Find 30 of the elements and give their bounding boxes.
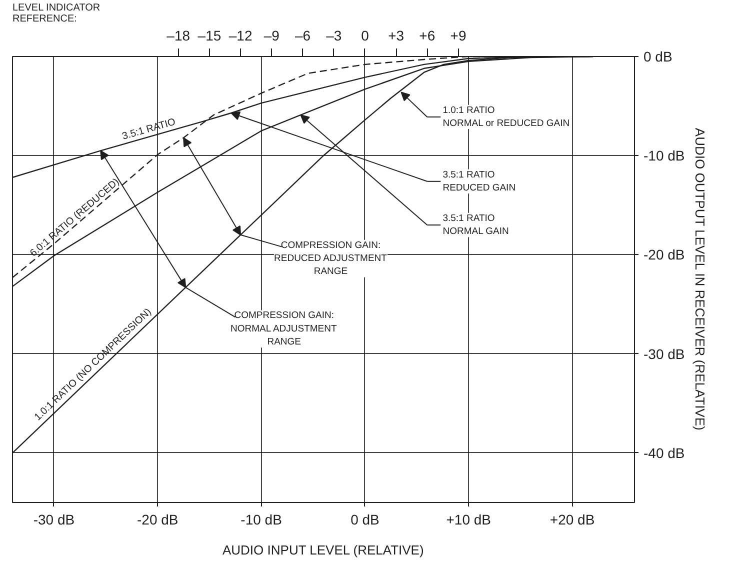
- x2-tick-label: 0: [361, 28, 370, 44]
- annotation: 3.5:1 RATIO NORMAL GAIN: [442, 212, 510, 238]
- x2-tick-label: +6: [419, 28, 436, 44]
- x-tick-label: -30 dB: [33, 512, 75, 528]
- y-tick-label: -30 dB: [644, 346, 685, 362]
- y-tick-label: 0 dB: [644, 48, 672, 64]
- x2-tick-label: –9: [264, 28, 280, 44]
- x2-tick-label: –18: [166, 28, 190, 44]
- text: 3.5:1 RATIO: [121, 116, 178, 142]
- y-axis-title: AUDIO OUTPUT LEVEL IN RECEIVER (RELATIVE): [692, 128, 708, 430]
- y-tick-label: -10 dB: [644, 148, 685, 164]
- x-tick-label: +10 dB: [446, 512, 492, 528]
- annotation: 3.5:1 RATIO REDUCED GAIN: [442, 169, 516, 194]
- x2-tick-label: +9: [450, 28, 466, 44]
- annotation: COMPRESSION GAIN: NORMAL ADJUSTMENT RANGE: [230, 310, 337, 348]
- x-tick-label: -20 dB: [137, 512, 178, 528]
- x2-tick-label: +3: [388, 28, 404, 44]
- x-axis-title: AUDIO INPUT LEVEL (RELATIVE): [222, 542, 424, 558]
- x-tick-label: 0 dB: [350, 512, 380, 528]
- x2-axis-title: LEVEL INDICATOR REFERENCE:: [12, 2, 100, 24]
- x-tick-label: -10 dB: [240, 512, 282, 528]
- x2-tick-label: –12: [228, 28, 252, 44]
- annotation: COMPRESSION GAIN: REDUCED ADJUSTMENT RANGE: [274, 240, 388, 278]
- annotation: 1.0:1 RATIO NORMAL or REDUCED GAIN: [442, 104, 570, 130]
- y-tick-label: -40 dB: [644, 444, 685, 461]
- x2-tick-label: –3: [326, 28, 342, 44]
- x-tick-label: +20 dB: [550, 512, 595, 528]
- x2-tick-label: –6: [294, 28, 311, 44]
- x2-tick-label: –15: [198, 28, 222, 44]
- y-tick-label: -20 dB: [644, 246, 685, 263]
